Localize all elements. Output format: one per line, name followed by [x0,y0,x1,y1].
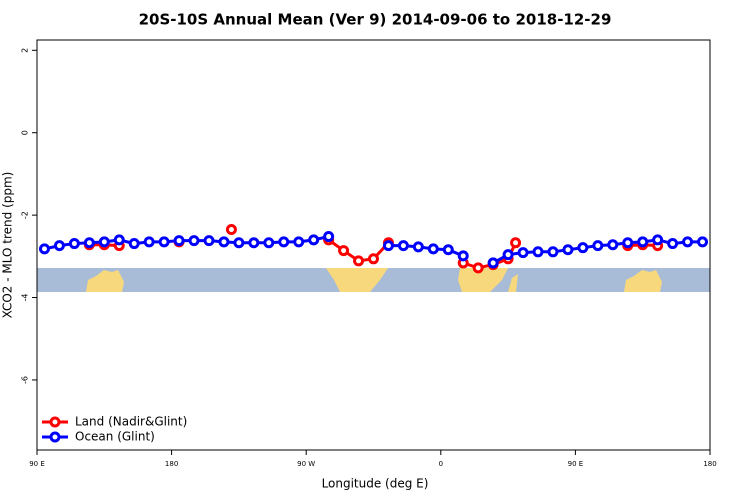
y-tick-label: 2 [21,48,30,53]
point [547,246,559,258]
point [128,238,140,250]
point [203,235,215,247]
point [502,249,514,261]
point [412,241,424,253]
point [472,262,484,274]
point [457,250,469,262]
point [143,236,155,248]
y-tick-label: -6 [21,376,30,384]
point [173,235,185,247]
point [622,237,634,249]
point [368,253,379,265]
legend: Land (Nadir&Glint) Ocean (Glint) [42,415,187,444]
point [637,236,649,248]
point [652,234,664,246]
point [487,257,499,269]
point [397,240,409,252]
y-tick-label: 0 [21,130,30,135]
point [68,238,80,250]
legend-marker [49,431,61,443]
x-tick-label: 180 [165,460,178,468]
point [353,255,365,267]
plot-frame [36,39,711,451]
point [442,244,454,256]
point [667,238,679,250]
point [517,247,529,259]
map-strip [37,268,710,292]
point [218,236,230,248]
y-tick-label: -2 [21,211,30,219]
point [577,242,589,254]
point [53,240,65,252]
point [323,231,335,243]
x-tick-label: 90 W [297,460,315,468]
point [38,243,50,255]
x-tick-label: 180 [703,460,716,468]
point [427,243,439,255]
chart-title: 20S-10S Annual Mean (Ver 9) 2014-09-06 t… [139,11,612,29]
point [682,236,694,248]
legend-label: Land (Nadir&Glint) [75,415,187,429]
point [293,236,305,248]
point [510,237,522,249]
x-tick-label: 0 [439,460,443,468]
x-axis-label: Longitude (deg E) [322,477,429,491]
point [98,236,110,248]
y-tick-label: -4 [21,294,30,302]
point [607,239,619,251]
point [233,237,245,249]
point [263,237,275,249]
x-tick-label: 90 E [29,460,45,468]
point [113,234,125,246]
point [188,235,200,247]
point [338,245,350,257]
point [532,246,544,258]
point [697,236,709,248]
point [592,240,604,252]
point [83,237,95,249]
x-tick-label: 90 E [568,460,584,468]
legend-label: Ocean (Glint) [75,430,155,444]
point [308,234,320,246]
point [248,237,260,249]
point [225,224,237,236]
y-axis-label: XCO2 - MLO trend (ppm) [1,172,15,319]
point [562,244,574,256]
legend-marker [49,416,61,428]
point [382,240,394,252]
point [278,236,290,248]
point [158,236,170,248]
